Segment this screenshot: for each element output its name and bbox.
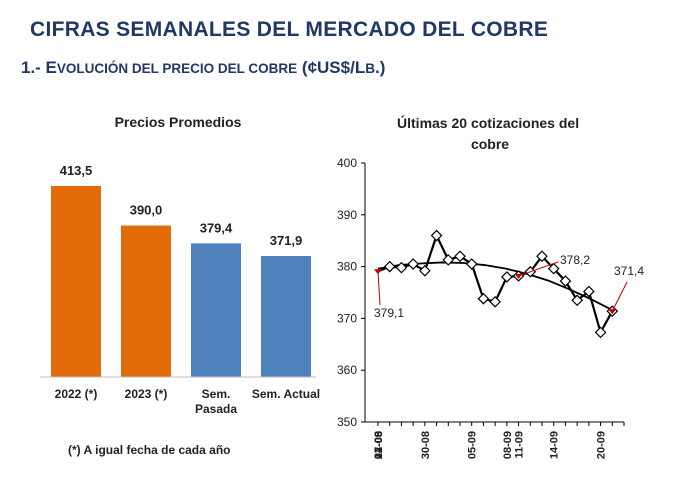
bar-value-label: 413,5 [60,163,93,178]
data-point-marker [489,295,501,308]
x-tick-label: 14-09 [549,431,561,459]
bars-layer: 413,5 2022 (*) 390,0 2023 (*) 379,4 Sem.Pasad… [51,163,320,416]
data-point-marker [430,229,443,242]
subtitle-part: .) [374,58,386,77]
section-subtitle: 1.- EVOLUCIÓN DEL PRECIO DEL COBRE (¢US$… [21,58,385,78]
y-tick-label: 400 [337,156,357,170]
x-tick-label: 11-09 [514,431,526,459]
data-point-marker [465,258,478,270]
bar-category-label: Sem. [202,387,231,401]
line-plot: 379,1 378,2 371,4 [374,229,644,339]
bar-category-label: 2022 (*) [55,387,98,401]
annotation-arrow [611,281,628,312]
data-label: 371,4 [614,264,644,278]
x-tick-label: 24-08 [373,431,385,459]
line-chart-title: Últimas 20 cotizaciones del cobre [397,114,583,152]
data-point-marker [442,254,455,266]
bar [191,243,241,377]
subtitle-part: (¢US$/L [297,58,366,77]
data-point-marker [547,262,560,275]
annotation-arrow [518,261,559,277]
bar-value-label: 371,9 [270,233,303,248]
subtitle-part: 1.- E [21,58,57,77]
x-tick-label: 17-09 [373,431,385,459]
annotation-arrowhead [374,269,382,275]
bar-chart-title: Precios Promedios [115,114,242,130]
data-point-marker [594,326,607,339]
annotation-arrowhead [608,309,617,315]
footnote: (*) A igual fecha de cada año [68,443,231,457]
annotation-arrow [377,271,381,306]
data-point-marker [395,261,408,274]
bar-value-label: 379,4 [200,220,233,235]
bar-category-label: 2023 (*) [125,387,168,401]
data-label: 379,1 [374,306,404,320]
data-point-marker [383,260,396,273]
data-point-marker [501,271,513,283]
y-tick-label: 360 [337,363,357,377]
y-tick-label: 370 [337,311,357,325]
x-tick-label: 20-09 [596,431,608,459]
annotation-arrowhead [514,273,523,279]
subtitle-part: VOLUCIÓN DEL PRECIO DEL COBRE [56,61,298,76]
y-tick-label: 380 [337,260,357,274]
x-tick-label: 02-09 [373,431,385,459]
x-tick-label: 27-08 [373,431,385,459]
bar [51,186,101,377]
y-tick-label: 350 [337,415,357,429]
data-point-marker [536,250,548,263]
quotes-line [377,232,614,336]
data-point-marker [419,264,431,277]
data-point-marker [559,275,572,287]
line-chart-title-line2: cobre [471,136,509,152]
bar [261,256,311,377]
line-chart-title-line1: Últimas 20 cotizaciones del [397,114,579,131]
bar-value-label: 390,0 [130,203,163,218]
data-point-marker [477,292,490,305]
data-label: 378,2 [560,253,590,267]
x-tick-label: 30-08 [420,431,432,459]
data-point-marker [583,285,595,298]
y-tick-label: 390 [337,208,357,222]
x-tick-label: 08-09 [502,431,514,459]
bar-category-label: Pasada [195,402,237,416]
data-point-marker [571,294,583,307]
bar [121,225,171,377]
data-point-marker [454,250,466,263]
data-point-marker [407,258,419,270]
x-tick-label: 05-09 [467,431,479,459]
subtitle-part: B [365,61,375,76]
page-title: CIFRAS SEMANALES DEL MERCADO DEL COBRE [30,18,549,41]
bar-category-label: Sem. Actual [252,387,320,401]
